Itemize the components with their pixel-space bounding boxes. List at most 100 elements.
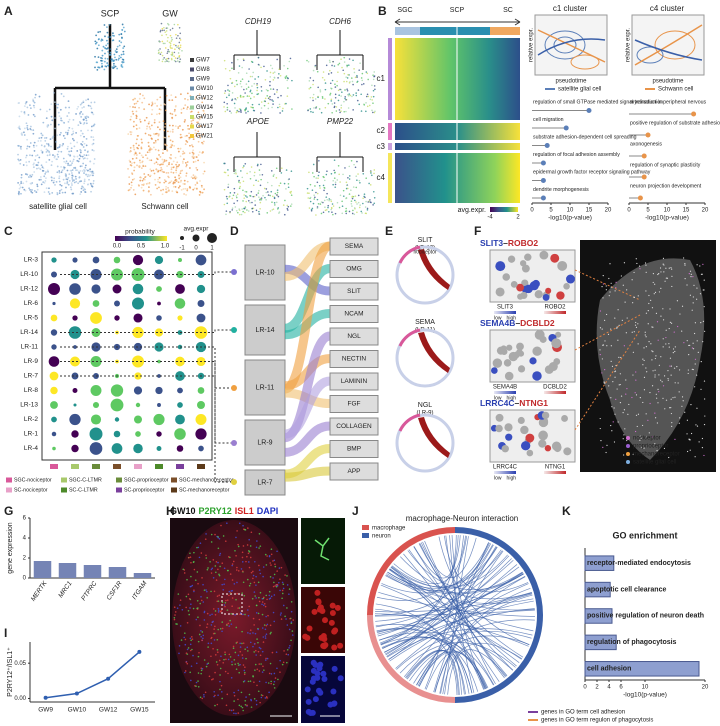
cell-dot: [78, 157, 81, 160]
cell-dot: [25, 154, 28, 157]
cell-dot: [257, 56, 260, 59]
cell-dot: [174, 57, 177, 59]
cell: [605, 451, 607, 454]
cell: [601, 358, 603, 360]
cell: [600, 440, 602, 442]
cell-dot: [253, 82, 256, 85]
nucleus: [191, 638, 194, 640]
cell-dot: [159, 156, 162, 158]
nucleus: [252, 617, 255, 620]
cell-dot: [116, 67, 119, 70]
cell-dot: [38, 95, 41, 98]
cell-dot: [260, 178, 262, 181]
nucleus: [214, 704, 216, 707]
cell: [671, 285, 673, 288]
cell-dot: [81, 106, 84, 109]
cell-dot: [223, 162, 225, 165]
cell-dot: [162, 148, 165, 151]
cell-dot: [306, 59, 308, 62]
cell-dot: [45, 117, 48, 120]
cell-dot: [370, 96, 373, 98]
cell-dot: [58, 192, 61, 195]
cell-dot: [268, 96, 271, 99]
cell-dot: [71, 137, 74, 140]
nucleus: [302, 633, 309, 640]
chord-arc: [398, 328, 421, 347]
cell-dot: [290, 203, 293, 205]
cell-dot: [270, 170, 273, 172]
cell-dot: [170, 57, 173, 60]
cell-dot: [345, 184, 348, 187]
cell-dot: [160, 168, 163, 171]
nucleus: [286, 584, 289, 586]
cell-dot: [56, 191, 59, 194]
nucleus: [280, 566, 283, 569]
cell-dot: [273, 71, 276, 73]
cell: [616, 327, 618, 329]
cell-dot: [107, 50, 110, 53]
nucleus: [283, 650, 285, 652]
nucleus: [252, 632, 254, 634]
cell-dot: [76, 155, 79, 158]
cell-dot: [159, 48, 161, 50]
cell-dot: [342, 173, 344, 176]
cell-dot: [151, 103, 154, 105]
cell-dot: [326, 170, 328, 172]
cell-dot: [203, 161, 205, 164]
state-bar: [490, 27, 520, 35]
cell-dot: [47, 143, 50, 146]
dot: [71, 372, 79, 380]
cell: [517, 416, 525, 424]
cell-dot: [167, 23, 170, 26]
cell: [605, 289, 607, 291]
cell-dot: [356, 203, 358, 205]
cell-dot: [323, 179, 326, 182]
cell-dot: [350, 189, 352, 192]
nucleus: [314, 670, 321, 677]
cell-dot: [82, 162, 85, 165]
x-tick-label: GW10: [68, 707, 87, 714]
nucleus: [190, 585, 192, 588]
cell-dot: [249, 194, 251, 197]
cell-dot: [156, 113, 158, 116]
cell-dot: [81, 170, 84, 172]
x-tick-label: MRC1: [57, 580, 74, 599]
cell-dot: [73, 139, 75, 142]
node-label: LAMININ: [341, 378, 368, 385]
dot: [73, 403, 77, 407]
stain: GW10: [170, 506, 196, 516]
cell-dot: [310, 110, 312, 113]
nucleus: [311, 608, 318, 615]
cell-dot: [256, 93, 259, 96]
nucleus: [179, 599, 182, 601]
cell-dot: [163, 159, 166, 161]
scale-bar: [544, 471, 566, 474]
nucleus: [216, 638, 219, 641]
cell-dot: [156, 132, 158, 135]
cell-dot: [53, 177, 56, 180]
dot: [72, 315, 78, 321]
nucleus: [253, 591, 256, 593]
cell-dot: [289, 57, 292, 60]
cell-dot: [333, 177, 336, 179]
cell-dot: [93, 123, 96, 126]
cell: [665, 267, 667, 269]
cell-dot: [72, 118, 75, 121]
cell-dot: [177, 181, 180, 184]
cell-dot: [137, 184, 140, 186]
cell-dot: [138, 127, 141, 129]
cell-dot: [273, 202, 276, 204]
cell-dot: [190, 122, 193, 125]
cell-dot: [104, 35, 106, 38]
cell-dot: [342, 189, 345, 192]
cell-dot: [196, 168, 199, 171]
dot: [131, 297, 145, 310]
nucleus: [207, 567, 209, 569]
cell-dot: [145, 127, 148, 130]
cell-dot: [162, 152, 164, 154]
nucleus: [195, 681, 198, 684]
cell-dot: [147, 145, 150, 148]
cell-dot: [173, 23, 176, 26]
cell-dot: [32, 166, 35, 169]
cell-dot: [169, 139, 172, 142]
